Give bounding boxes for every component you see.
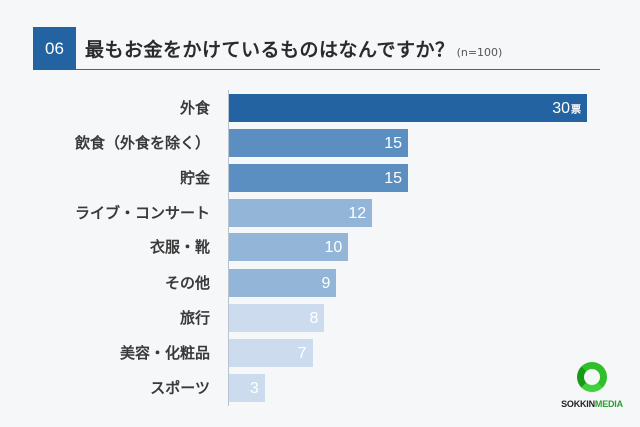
question-number-badge: 06 <box>33 27 76 70</box>
value-label: 15 <box>384 135 402 152</box>
category-label: 美容・化粧品 <box>119 344 210 362</box>
bar: 15 <box>229 164 408 192</box>
bar-row: 外食 30票 <box>0 94 640 122</box>
bar-row: スポーツ 3 <box>0 374 640 402</box>
bar-row: ライブ・コンサート 12 <box>0 199 640 227</box>
category-label: スポーツ <box>150 379 210 397</box>
value-label: 10 <box>324 239 343 256</box>
sample-size: (n=100) <box>456 46 503 59</box>
bar-row: 衣服・靴 10 <box>0 233 640 261</box>
bar-row: 美容・化粧品 7 <box>0 339 640 367</box>
logo-wordmark: SOKKINMEDIA <box>561 399 623 409</box>
category-label: 貯金 <box>179 169 210 187</box>
value-label: 3 <box>249 380 259 397</box>
bar: 30票 <box>229 94 587 122</box>
chart-header: 06 最もお金をかけているものはなんですか？ (n=100) <box>33 27 600 70</box>
sokkin-media-logo: SOKKINMEDIA <box>556 362 628 414</box>
value-label: 15 <box>384 170 402 187</box>
bar: 9 <box>229 269 337 297</box>
category-label: その他 <box>164 274 210 292</box>
bar-row: 貯金 15 <box>0 164 640 192</box>
bar: 15 <box>229 129 408 157</box>
y-axis-line <box>228 90 229 406</box>
category-label: ライブ・コンサート <box>74 204 210 222</box>
bar: 3 <box>229 374 265 402</box>
bar: 12 <box>229 199 373 227</box>
ring-logo-icon <box>577 362 607 392</box>
chart-title: 最もお金をかけているものはなんですか？ (n=100) <box>85 35 502 62</box>
value-label: 7 <box>297 345 307 362</box>
bar: 8 <box>229 304 325 332</box>
category-label: 飲食（外食を除く） <box>74 134 210 152</box>
bar: 7 <box>229 339 313 367</box>
value-label: 30票 <box>552 100 581 117</box>
value-label: 9 <box>321 275 331 292</box>
category-label: 外食 <box>179 99 210 117</box>
category-label: 旅行 <box>179 309 210 327</box>
value-label: 12 <box>348 205 367 222</box>
category-label: 衣服・靴 <box>149 238 210 256</box>
value-label: 8 <box>309 310 319 327</box>
bar-row: その他 9 <box>0 269 640 297</box>
bar-row: 飲食（外食を除く） 15 <box>0 129 640 157</box>
bar-row: 旅行 8 <box>0 304 640 332</box>
question-text: 最もお金をかけているものはなんですか？ <box>85 39 455 61</box>
bar: 10 <box>229 233 349 261</box>
